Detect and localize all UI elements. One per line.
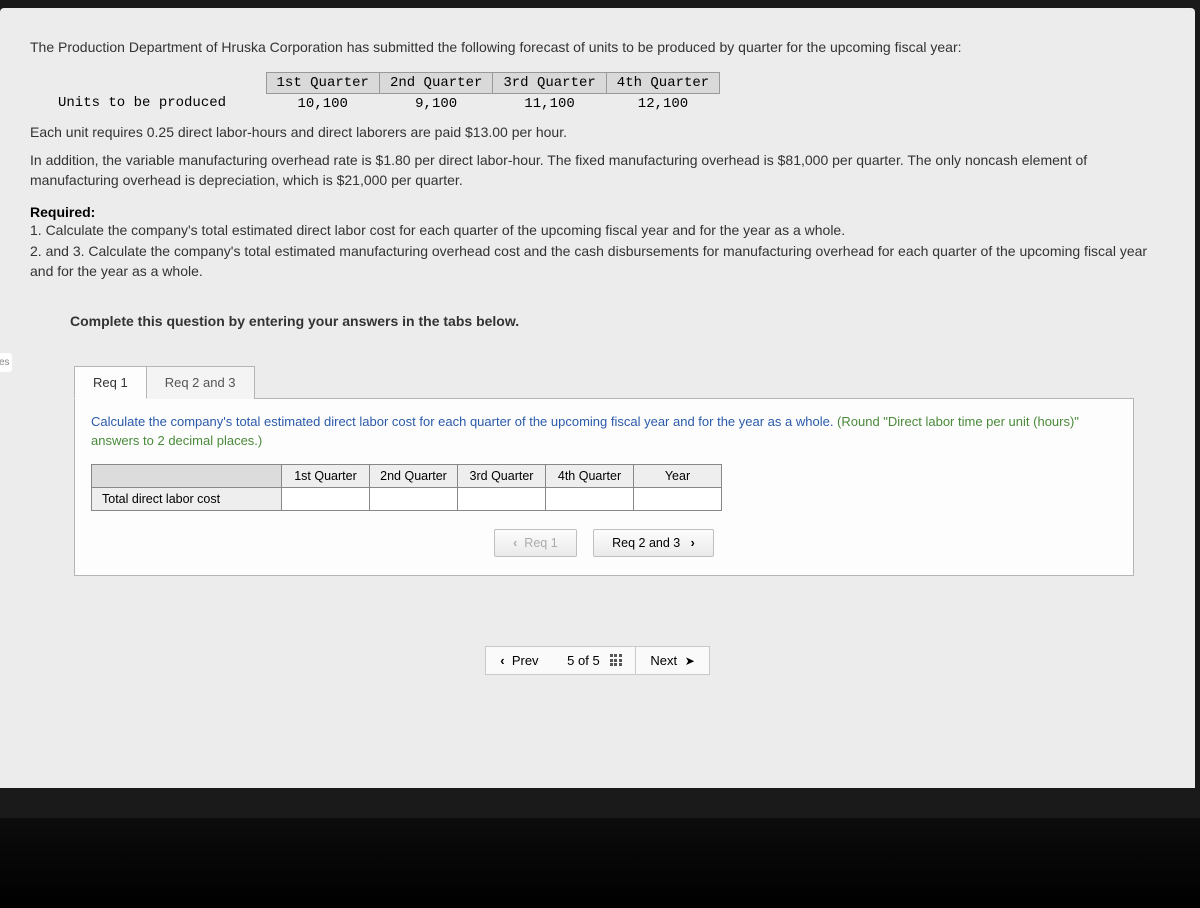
- input-q2[interactable]: [370, 487, 458, 510]
- grid-icon: [610, 654, 622, 666]
- required-heading: Required:: [30, 204, 1165, 220]
- tab-req-1[interactable]: Req 1: [74, 366, 147, 399]
- chevron-left-icon: ‹: [513, 536, 517, 550]
- input-q1[interactable]: [282, 487, 370, 510]
- spacer-cell: [48, 72, 266, 93]
- units-table-wrap: 1st Quarter 2nd Quarter 3rd Quarter 4th …: [48, 72, 1165, 114]
- question-nav: ‹ Prev 5 of 5 Next ➤: [30, 646, 1165, 675]
- input-q4[interactable]: [546, 487, 634, 510]
- inner-nav: ‹ Req 1 Req 2 and 3 ›: [91, 529, 1117, 557]
- answer-tabs-area: Req 1 Req 2 and 3 Calculate the company'…: [74, 365, 1165, 575]
- answer-table: 1st Quarter 2nd Quarter 3rd Quarter 4th …: [91, 464, 722, 511]
- tab-body-req-1: Calculate the company's total estimated …: [74, 398, 1134, 575]
- input-year[interactable]: [634, 487, 722, 510]
- inner-prev-button[interactable]: ‹ Req 1: [494, 529, 576, 557]
- input-q3[interactable]: [458, 487, 546, 510]
- inner-next-label: Req 2 and 3: [612, 536, 680, 550]
- tabs-hint: Complete this question by entering your …: [54, 299, 1165, 343]
- labor-rate-text: Each unit requires 0.25 direct labor-hou…: [30, 122, 1165, 142]
- required-items: 1. Calculate the company's total estimat…: [30, 220, 1165, 281]
- bottom-black-bar: [0, 818, 1200, 908]
- col-q4: 4th Quarter: [606, 72, 719, 93]
- col-q2: 2nd Quarter: [379, 72, 492, 93]
- question-page: es The Production Department of Hruska C…: [0, 8, 1195, 788]
- cursor-icon: ➤: [685, 654, 695, 668]
- prev-question-button[interactable]: ‹ Prev: [485, 646, 553, 675]
- ans-col-q2: 2nd Quarter: [370, 464, 458, 487]
- answer-blank-header: [92, 464, 282, 487]
- ans-col-year: Year: [634, 464, 722, 487]
- row-label: Units to be produced: [48, 93, 266, 114]
- col-q1: 1st Quarter: [266, 72, 379, 93]
- counter-text: 5 of 5: [567, 653, 600, 668]
- next-question-button[interactable]: Next ➤: [635, 646, 709, 675]
- ans-col-q4: 4th Quarter: [546, 464, 634, 487]
- val-q2: 9,100: [379, 93, 492, 114]
- ans-col-q3: 3rd Quarter: [458, 464, 546, 487]
- question-counter[interactable]: 5 of 5: [553, 646, 636, 675]
- val-q1: 10,100: [266, 93, 379, 114]
- inner-prev-label: Req 1: [524, 536, 557, 550]
- val-q4: 12,100: [606, 93, 719, 114]
- next-label: Next: [650, 653, 677, 668]
- prev-label: Prev: [512, 653, 539, 668]
- tab-instr-main: Calculate the company's total estimated …: [91, 414, 837, 429]
- chevron-right-icon: ›: [691, 536, 695, 550]
- overhead-text: In addition, the variable manufacturing …: [30, 150, 1165, 191]
- ans-col-q1: 1st Quarter: [282, 464, 370, 487]
- ans-row-label: Total direct labor cost: [92, 487, 282, 510]
- col-q3: 3rd Quarter: [493, 72, 606, 93]
- tab-instruction: Calculate the company's total estimated …: [91, 413, 1117, 449]
- units-table: 1st Quarter 2nd Quarter 3rd Quarter 4th …: [48, 72, 720, 114]
- val-q3: 11,100: [493, 93, 606, 114]
- tab-req-2-3[interactable]: Req 2 and 3: [146, 366, 255, 399]
- chevron-left-icon: ‹: [500, 653, 504, 668]
- intro-text: The Production Department of Hruska Corp…: [30, 38, 1165, 58]
- inner-next-button[interactable]: Req 2 and 3 ›: [593, 529, 714, 557]
- tab-strip: Req 1 Req 2 and 3: [74, 365, 1165, 398]
- side-tab-fragment: es: [0, 353, 12, 372]
